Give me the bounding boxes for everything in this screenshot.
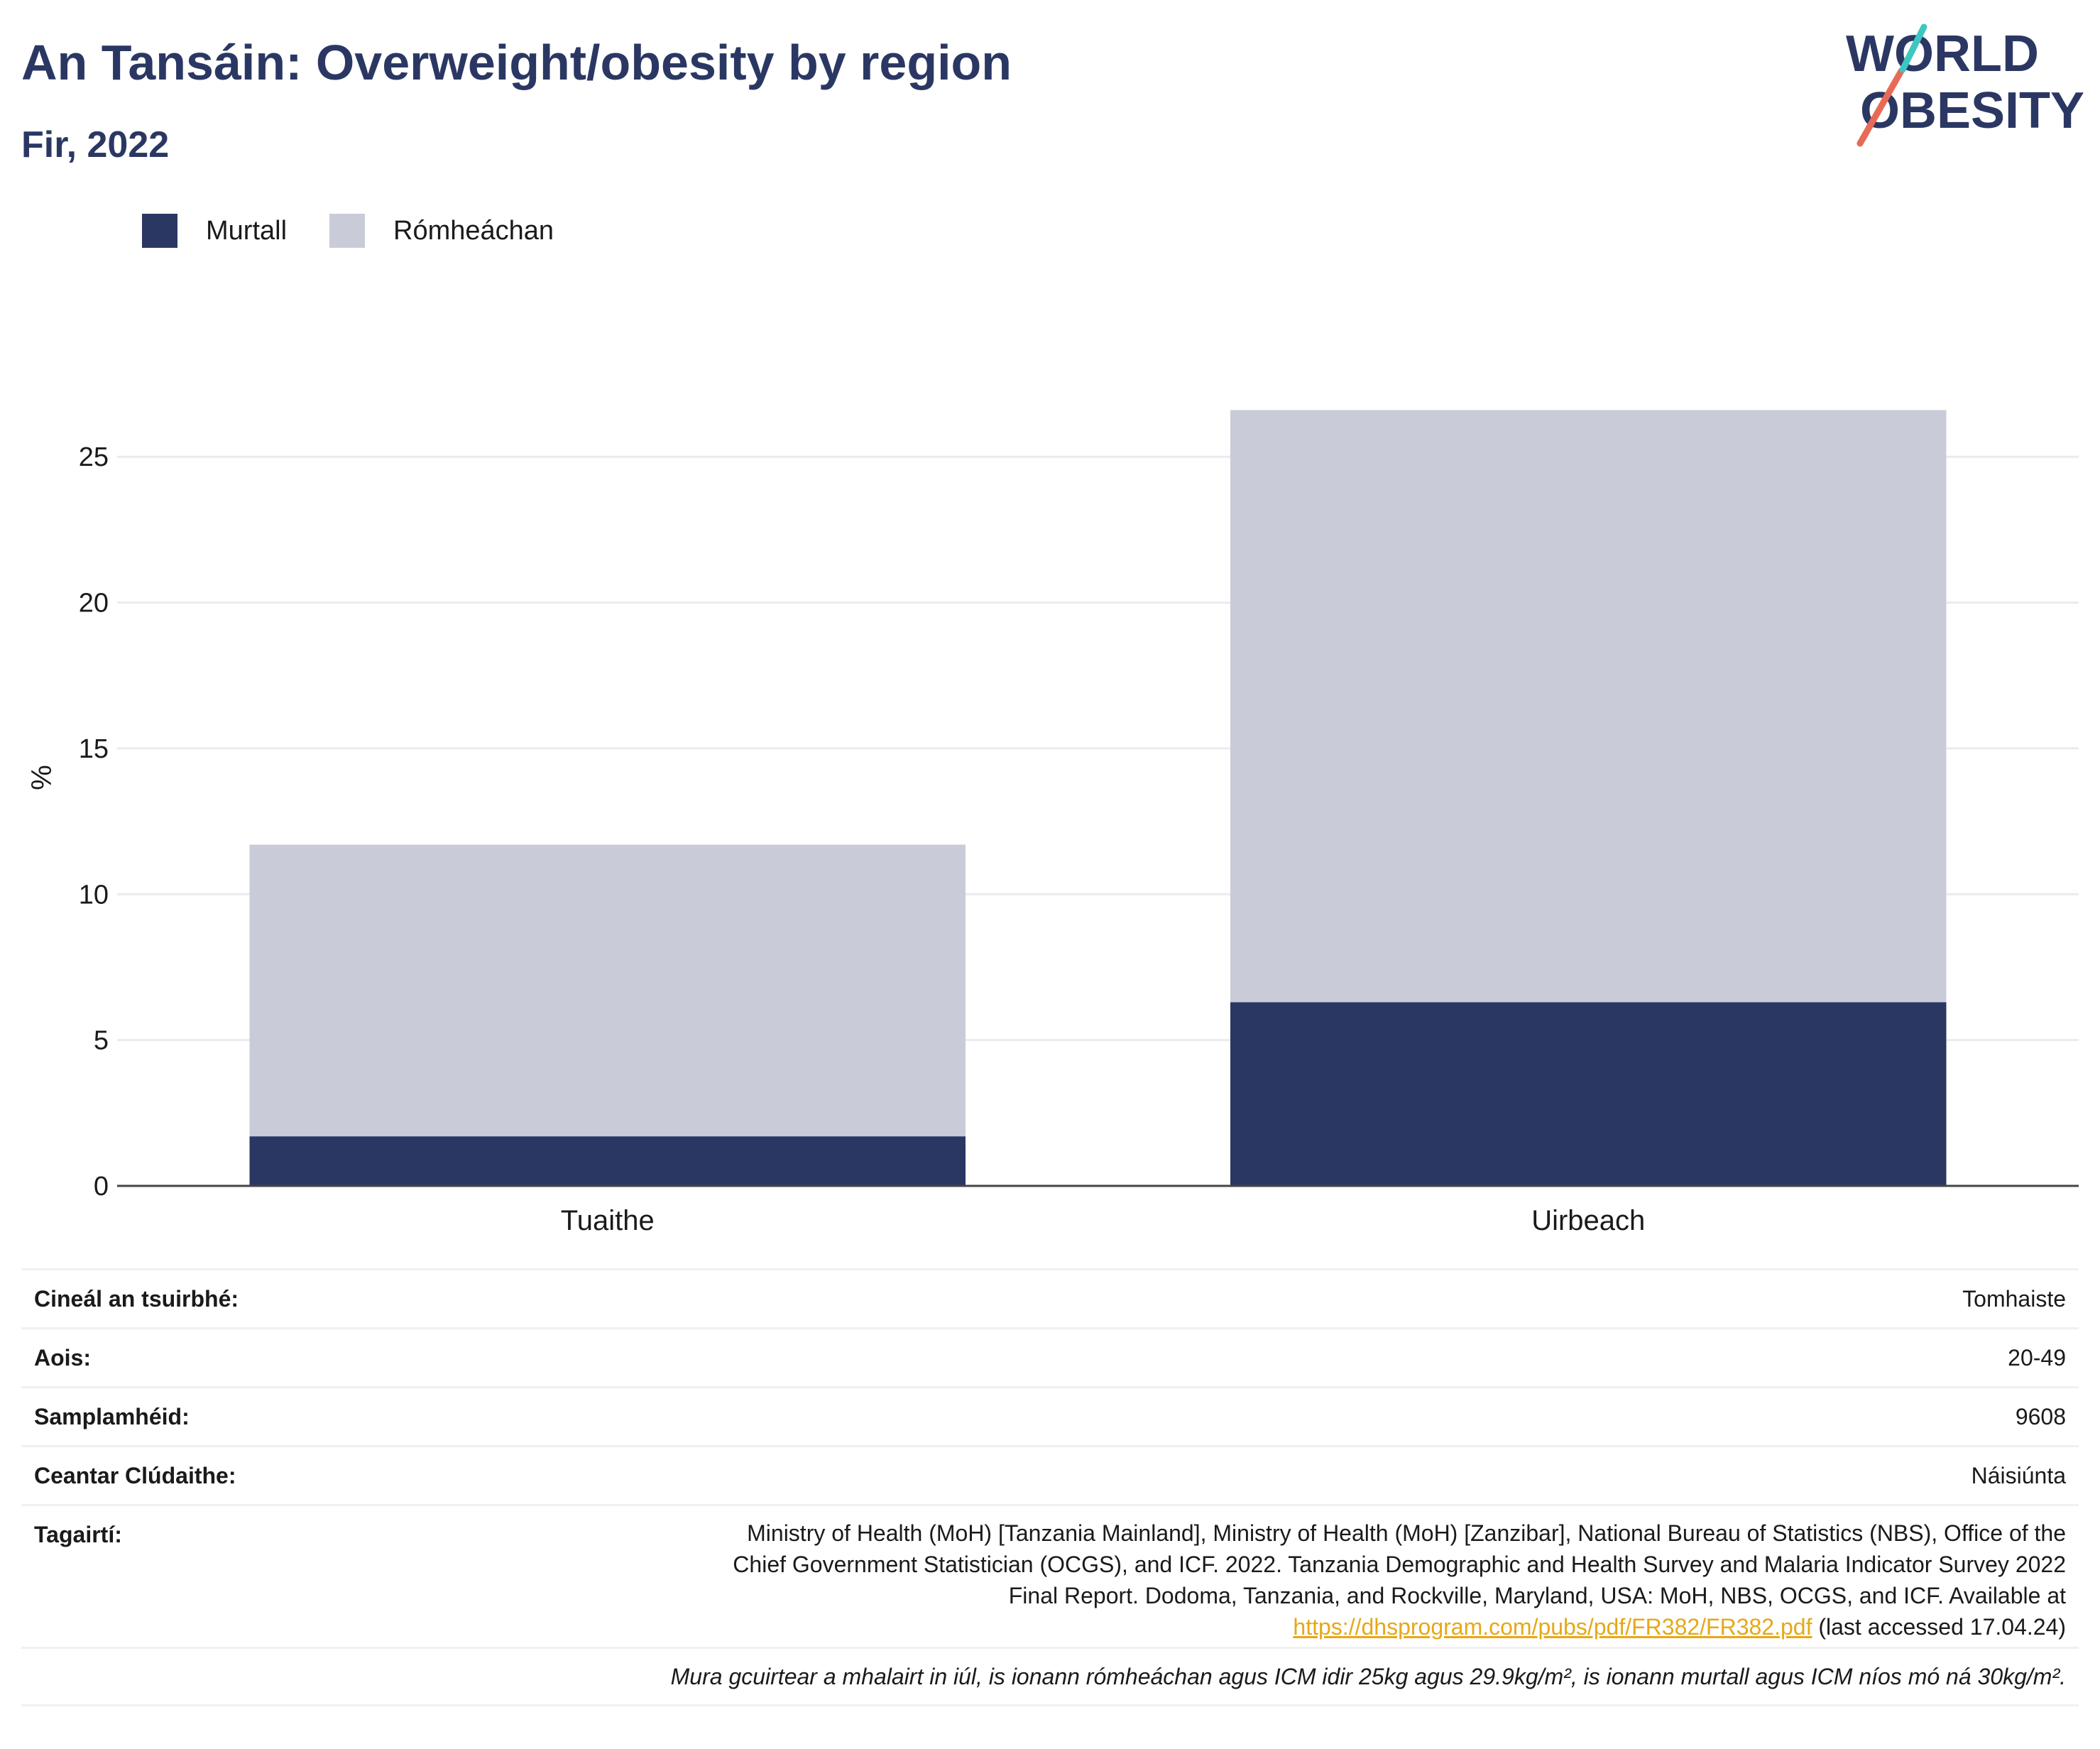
reference-suffix: (last accessed 17.04.24) (1812, 1614, 2066, 1640)
stacked-bar-chart: 0 5 10 15 20 25% Tuaithe Uirbeach (26, 410, 2079, 1236)
y-tick-label: 25 (79, 442, 109, 472)
references-text: Ministry of Health (MoH) [Tanzania Mainl… (504, 1506, 2079, 1642)
legend-item-overweight[interactable]: Rómheáchan (329, 214, 554, 248)
legend-label-obese: Murtall (206, 215, 288, 246)
logo-slash-upper (1899, 23, 1927, 73)
info-row-survey-type: Cineál an tsuirbhé: Tomhaiste (21, 1268, 2079, 1327)
logo-line1: WORLD (1846, 26, 2039, 82)
logo-slash-lower (1856, 67, 1905, 147)
legend-swatch-overweight (329, 214, 366, 248)
reference-line: Final Report. Dodoma, Tanzania, and Rock… (1008, 1583, 2066, 1608)
y-tick-label: 10 (79, 880, 109, 910)
info-key: Cineál an tsuirbhé: (34, 1285, 239, 1312)
info-row-age: Aois: 20-49 (21, 1327, 2079, 1386)
legend-item-obese[interactable]: Murtall (142, 214, 287, 248)
info-value: Náisiúnta (1971, 1462, 2066, 1488)
world-obesity-logo: WORLD OBESITY (1846, 23, 2084, 147)
info-row-sample-size: Samplamhéid: 9608 (21, 1386, 2079, 1445)
info-value: 20-49 (2008, 1344, 2066, 1371)
legend-swatch-obese (142, 214, 177, 248)
survey-info-table: Cineál an tsuirbhé: Tomhaiste Aois: 20-4… (21, 1268, 2079, 1706)
bar-segment (1230, 1002, 1947, 1186)
info-value: 9608 (2015, 1403, 2066, 1429)
bar-segment (1230, 410, 1947, 1003)
x-tick-label: Uirbeach (1531, 1205, 1645, 1236)
reference-link[interactable]: https://dhsprogram.com/pubs/pdf/FR382/FR… (1293, 1614, 1812, 1640)
x-tick-label: Tuaithe (561, 1205, 655, 1236)
info-value: Tomhaiste (1962, 1285, 2066, 1312)
info-key: Ceantar Clúdaithe: (34, 1462, 236, 1488)
info-row-references: Tagairtí: Ministry of Health (MoH) [Tanz… (21, 1504, 2079, 1647)
y-tick-label: 0 (94, 1172, 109, 1202)
info-key: Tagairtí: (34, 1522, 122, 1547)
y-axis-label: % (26, 765, 58, 790)
bar-segment (249, 1136, 966, 1186)
info-row-note: Mura gcuirtear a mhalairt in iúl, is ion… (21, 1647, 2079, 1706)
reference-line: Ministry of Health (MoH) [Tanzania Mainl… (747, 1520, 2066, 1546)
info-key: Samplamhéid: (34, 1403, 190, 1429)
info-row-coverage: Ceantar Clúdaithe: Náisiúnta (21, 1445, 2079, 1504)
chart-title: An Tansáin: Overweight/obesity by region (21, 35, 1012, 90)
bar-segment (249, 844, 966, 1137)
chart-subtitle: Fir, 2022 (21, 124, 170, 165)
chart-legend: Murtall Rómheáchan (142, 213, 596, 249)
y-tick-label: 15 (79, 734, 109, 764)
definition-note: Mura gcuirtear a mhalairt in iúl, is ion… (670, 1663, 2066, 1689)
logo-line2: OBESITY (1860, 82, 2084, 139)
reference-line: https://dhsprogram.com/pubs/pdf/FR382/FR… (504, 1611, 2066, 1642)
y-tick-label: 5 (94, 1026, 109, 1056)
legend-label-overweight: Rómheáchan (393, 215, 554, 246)
info-key: Aois: (34, 1344, 91, 1371)
y-tick-label: 20 (79, 589, 109, 619)
reference-line: Chief Government Statistician (OCGS), an… (733, 1552, 2066, 1577)
